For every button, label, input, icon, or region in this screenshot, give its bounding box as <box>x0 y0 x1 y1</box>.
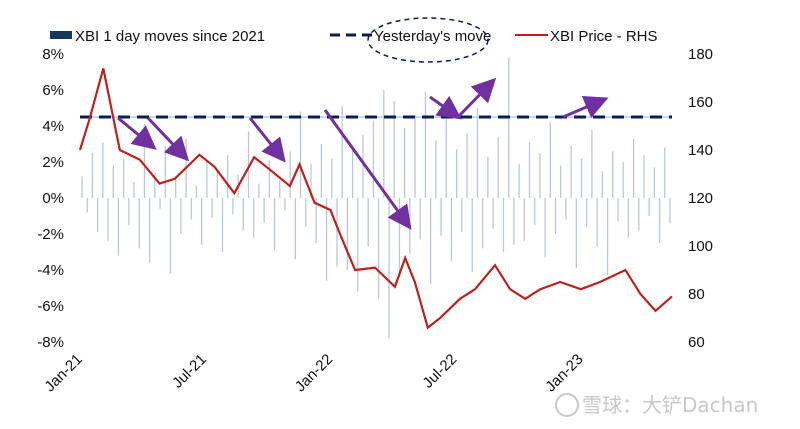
y-left-tick-label: -2% <box>37 226 64 243</box>
y-right-tick-label: 60 <box>688 334 705 351</box>
arrow <box>562 95 609 119</box>
y-right-tick-label: 100 <box>688 238 713 255</box>
y-right-tick-label: 140 <box>688 142 713 159</box>
watermark: 雪球：大铲Dachan <box>555 393 758 417</box>
price-line <box>78 68 673 330</box>
x-tick-label: Jan-21 <box>41 351 85 395</box>
y-left-tick-label: 8% <box>42 46 64 63</box>
arrow <box>429 95 462 120</box>
y-left-ticks: 8% 6% 4% 2% 0% -2% -4% -6% -8% <box>37 46 64 351</box>
daily-moves-bars <box>80 57 672 339</box>
legend: XBI 1 day moves since 2021 Yesterday's m… <box>50 17 658 63</box>
y-left-tick-label: 0% <box>42 190 64 207</box>
y-left-tick-label: -4% <box>37 262 64 279</box>
arrow <box>248 117 286 163</box>
x-tick-label: Jul-21 <box>169 351 210 392</box>
x-tick-label: Jan-22 <box>292 351 336 395</box>
legend-label-dashed: Yesterday's move <box>374 28 491 45</box>
y-right-tick-label: 180 <box>688 46 713 63</box>
arrow <box>146 116 190 162</box>
legend-label-bar: XBI 1 day moves since 2021 <box>75 28 265 45</box>
y-right-tick-label: 160 <box>688 94 713 111</box>
y-left-tick-label: -8% <box>37 334 64 351</box>
legend-label-line: XBI Price - RHS <box>550 28 658 45</box>
y-left-tick-label: 6% <box>42 82 64 99</box>
arrow <box>456 77 497 119</box>
highlight-ellipse <box>367 17 489 63</box>
y-left-tick-label: -6% <box>37 298 64 315</box>
arrow <box>117 116 157 150</box>
y-right-tick-label: 120 <box>688 190 713 207</box>
x-tick-label: Jan-23 <box>542 351 586 395</box>
legend-swatch-bar <box>50 31 72 39</box>
arrow <box>323 109 412 230</box>
y-left-tick-label: 4% <box>42 118 64 135</box>
annotation-arrows <box>117 77 609 230</box>
watermark-logo-icon <box>555 393 579 417</box>
y-left-tick-label: 2% <box>42 154 64 171</box>
x-tick-label: Jul-22 <box>419 351 460 392</box>
y-right-tick-label: 80 <box>688 286 705 303</box>
x-ticks: Jan-21 Jul-21 Jan-22 Jul-22 Jan-23 <box>41 351 586 395</box>
y-right-ticks: 180 160 140 120 100 80 60 <box>688 46 713 351</box>
watermark-text: 雪球：大铲Dachan <box>582 393 758 417</box>
